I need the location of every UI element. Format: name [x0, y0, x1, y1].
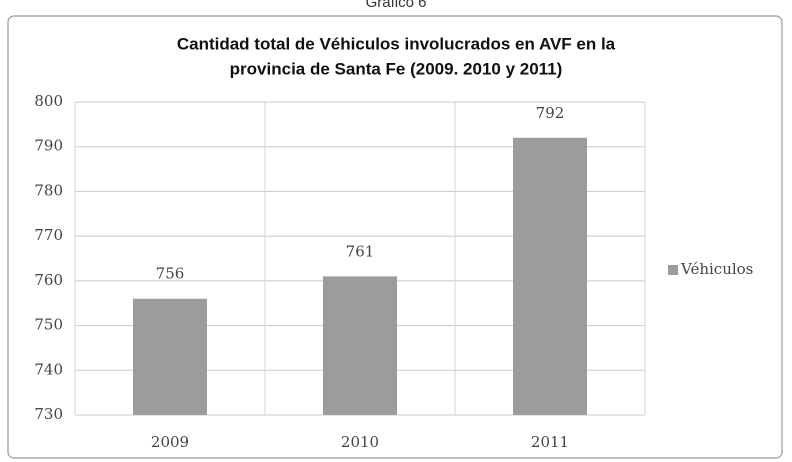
x-tick-label: 2009 — [151, 433, 189, 451]
y-tick-label: 800 — [34, 92, 63, 110]
bar — [323, 276, 397, 415]
bar — [133, 298, 207, 415]
y-tick-label: 790 — [34, 137, 63, 155]
data-label: 756 — [156, 265, 185, 283]
legend-label: Véhiculos — [680, 260, 753, 278]
y-tick-label: 760 — [34, 271, 63, 289]
data-label: 761 — [346, 242, 375, 260]
data-label: 792 — [536, 104, 565, 122]
chart-title: provincia de Santa Fe (2009. 2010 y 2011… — [230, 59, 563, 78]
y-tick-label: 740 — [34, 360, 63, 378]
bar — [513, 137, 587, 415]
y-tick-label: 730 — [34, 405, 63, 423]
legend-swatch — [668, 265, 678, 275]
y-tick-label: 750 — [34, 316, 63, 334]
x-tick-label: 2011 — [531, 433, 569, 451]
y-tick-label: 770 — [34, 226, 63, 244]
y-tick-label: 780 — [34, 181, 63, 199]
x-tick-label: 2010 — [341, 433, 379, 451]
figure-caption: Gráfico 6 — [366, 0, 427, 11]
chart-title: Cantidad total de Véhiculos involucrados… — [177, 34, 616, 53]
